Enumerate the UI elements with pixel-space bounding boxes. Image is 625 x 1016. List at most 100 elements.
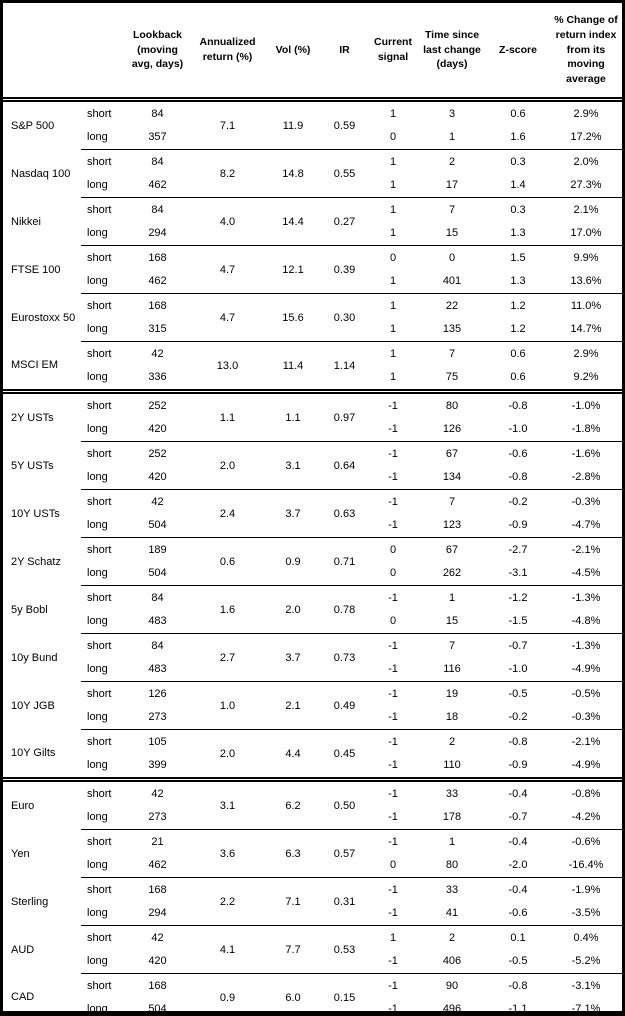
- time-since-value: 262: [418, 561, 486, 586]
- current-signal-value: -1: [388, 979, 398, 992]
- table-row-long: long 483 0 15 -1.5 -4.8%: [3, 609, 622, 634]
- current-signal-value: -1: [368, 465, 418, 490]
- column-header-lookback: Lookback (moving avg, days): [125, 3, 190, 102]
- table-row-short: Eurostoxx 50 short 168 4.7 15.6 0.30 1 2…: [3, 293, 622, 342]
- vol-value: 11.9: [265, 99, 321, 150]
- instrument-name: Yen: [11, 847, 30, 860]
- instrument-name: 2Y USTs: [11, 411, 54, 424]
- z-score-value: -0.2: [508, 495, 528, 508]
- side-label-long: long: [81, 657, 125, 682]
- table-row-short: Sterling short 168 2.2 7.1 0.31 -1 33 -0…: [3, 877, 622, 926]
- z-score-value: -0.8: [508, 979, 528, 992]
- vol-value: 0.9: [265, 537, 321, 586]
- side-label-long: long: [81, 173, 125, 198]
- ir-value: 0.57: [321, 829, 368, 878]
- side-label-short: short: [87, 251, 112, 264]
- lookback-value: 252: [148, 399, 167, 412]
- signals-table: Lookback (moving avg, days) Annualized r…: [3, 3, 622, 1016]
- table-row-long: long 399 -1 110 -0.9 -4.9%: [3, 753, 622, 782]
- column-header-time-since: Time since last change (days): [418, 3, 486, 102]
- current-signal-value: -1: [388, 787, 398, 800]
- lookback-value: 84: [151, 591, 164, 604]
- z-score-value: -0.4: [508, 835, 528, 848]
- ir-value: 0.31: [321, 877, 368, 926]
- pct-change-value: -1.6%: [571, 447, 601, 460]
- current-signal-value: -1: [388, 399, 398, 412]
- annualized-return-value: 7.1: [190, 99, 265, 150]
- lookback-value: 504: [125, 561, 190, 586]
- current-signal-value: 0: [368, 609, 418, 634]
- ir-value: 1.14: [321, 341, 368, 394]
- instrument-name: Eurostoxx 50: [11, 311, 76, 324]
- current-signal-value: -1: [388, 1003, 398, 1016]
- lookback-value: 315: [125, 317, 190, 342]
- lookback-value: 336: [125, 365, 190, 394]
- annualized-return-value: 2.0: [190, 729, 265, 782]
- table-row-short: CAD short 168 0.9 6.0 0.15 -1 90 -0.8 -3…: [3, 974, 622, 1004]
- time-since-value: 1: [448, 835, 456, 848]
- column-header-current-signal: Current signal: [368, 3, 418, 102]
- instrument-name: 10Y USTs: [11, 507, 60, 520]
- column-header-z-score: Z-score: [486, 3, 550, 102]
- side-label-long: long: [87, 1003, 108, 1016]
- time-since-value: 90: [445, 979, 459, 992]
- lookback-value: 462: [125, 853, 190, 878]
- pct-change-value: -2.8%: [550, 465, 622, 490]
- time-since-value: 2: [448, 931, 456, 944]
- table-row-short: Nasdaq 100 short 84 8.2 14.8 0.55 1 2 0.…: [3, 149, 622, 198]
- z-score-value: -0.4: [508, 787, 528, 800]
- time-since-value: 75: [418, 365, 486, 394]
- table-row-long: long 420 -1 406 -0.5 -5.2%: [3, 949, 622, 974]
- pct-change-value: 17.0%: [550, 221, 622, 246]
- instrument-name: AUD: [11, 943, 35, 956]
- current-signal-value: 0: [368, 853, 418, 878]
- z-score-value: 1.2: [486, 317, 550, 342]
- table-row-short: FTSE 100 short 168 4.7 12.1 0.39 0 0 1.5…: [3, 245, 622, 294]
- side-label-short: short: [87, 299, 112, 312]
- instrument-name: 5y Bobl: [11, 603, 48, 616]
- current-signal-value: 1: [368, 221, 418, 246]
- time-since-value: 17: [418, 173, 486, 198]
- lookback-value: 168: [148, 883, 167, 896]
- pct-change-value: 9.9%: [573, 251, 599, 264]
- vol-value: 6.0: [285, 991, 301, 1004]
- lookback-value: 357: [125, 125, 190, 150]
- instrument-name: Nikkei: [11, 215, 41, 228]
- instrument-name: S&P 500: [11, 119, 55, 132]
- z-score-value: -0.8: [486, 465, 550, 490]
- side-label-short: short: [87, 155, 112, 168]
- pct-change-value: -4.7%: [550, 513, 622, 538]
- z-score-value: -2.0: [486, 853, 550, 878]
- current-signal-value: 1: [368, 173, 418, 198]
- z-score-value: 1.3: [486, 269, 550, 294]
- side-label-long: long: [81, 949, 125, 974]
- ir-value: 0.59: [321, 99, 368, 150]
- annualized-return-value: 3.1: [190, 779, 265, 830]
- time-since-value: 7: [448, 495, 456, 508]
- vol-value: 4.4: [265, 729, 321, 782]
- column-header-instrument: [3, 3, 81, 102]
- table-row-long: long 294 -1 41 -0.6 -3.5%: [3, 901, 622, 926]
- z-score-value: -0.8: [508, 399, 528, 412]
- table-row-long: long 462 0 80 -2.0 -16.4%: [3, 853, 622, 878]
- lookback-value: 294: [125, 221, 190, 246]
- z-score-value: -3.1: [486, 561, 550, 586]
- z-score-value: -0.7: [486, 805, 550, 830]
- side-label-long: long: [81, 513, 125, 538]
- lookback-value: 504: [148, 1003, 167, 1016]
- vol-value: 2.0: [265, 585, 321, 634]
- current-signal-value: -1: [368, 901, 418, 926]
- side-label-long: long: [81, 269, 125, 294]
- time-since-value: 33: [445, 787, 459, 800]
- z-score-value: 1.3: [486, 221, 550, 246]
- table-row-long: long 504 0 262 -3.1 -4.5%: [3, 561, 622, 586]
- pct-change-value: -4.2%: [550, 805, 622, 830]
- z-score-value: -0.9: [486, 513, 550, 538]
- z-score-value: -1.0: [486, 417, 550, 442]
- table-row-short: 10Y Gilts short 105 2.0 4.4 0.45 -1 2 -0…: [3, 729, 622, 782]
- annualized-return-value: 2.7: [190, 633, 265, 682]
- z-score-value: -1.0: [486, 657, 550, 682]
- side-label-short: short: [87, 203, 112, 216]
- side-label-long: long: [81, 125, 125, 150]
- side-label-long: long: [81, 609, 125, 634]
